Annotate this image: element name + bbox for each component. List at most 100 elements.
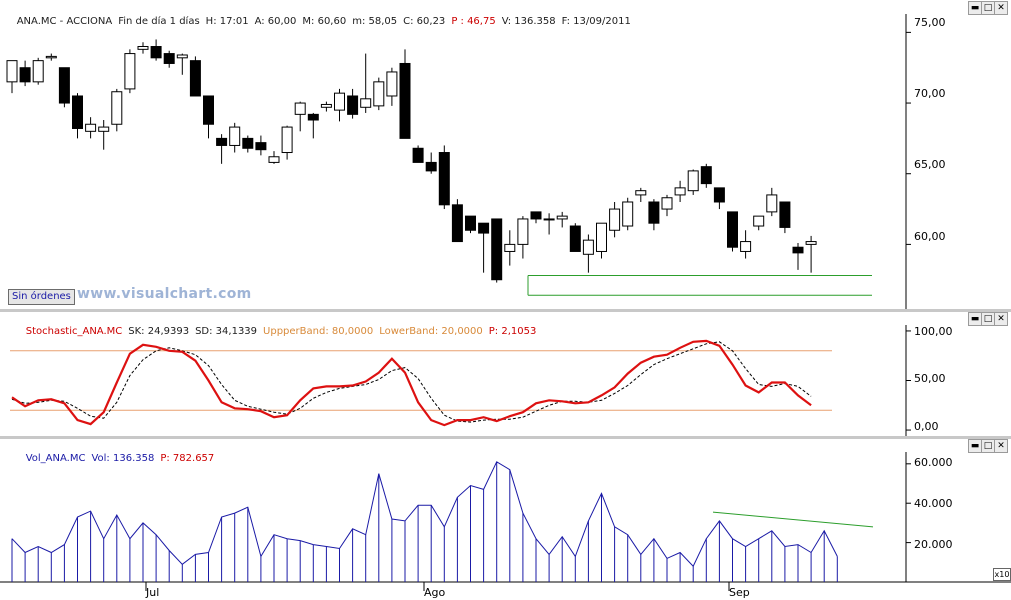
candle-body [124, 53, 136, 90]
candle-body [556, 215, 568, 220]
candle-body [635, 190, 647, 196]
candle-body [307, 113, 319, 121]
candle-body [609, 208, 621, 231]
stoch-maximize-button[interactable]: □ [981, 312, 995, 326]
candle-body [622, 201, 634, 227]
candle-body [6, 60, 18, 83]
price-ytick-label: 70,00 [914, 87, 946, 100]
candle-body [111, 91, 123, 125]
stoch-sd-line [11, 341, 812, 423]
stoch-sk-line [11, 339, 812, 427]
price-ytick-label: 75,00 [914, 16, 946, 29]
candle-body [517, 218, 529, 245]
candle-body [727, 211, 738, 248]
stoch-vol-divider[interactable] [0, 436, 1011, 439]
candle-body [255, 142, 267, 151]
candle-body [163, 53, 175, 64]
candle-body [753, 215, 765, 227]
vol-header: Vol_ANA.MC Vol: 136.358 P: 782.657 [13, 438, 220, 464]
candle-body [661, 197, 673, 210]
pct-label: P : 46,75 [451, 16, 496, 27]
stoch-sd: SD: 34,1339 [195, 326, 258, 337]
candle-body [805, 241, 817, 245]
stoch-ytick-label: 0,00 [914, 420, 939, 433]
volume-trend-line [712, 511, 874, 528]
candle-body [412, 147, 424, 163]
candle-body [779, 201, 791, 228]
price-stoch-divider[interactable] [0, 309, 1011, 312]
xaxis-label-ago: Ago [424, 586, 446, 599]
candle-body [294, 102, 306, 115]
stoch-p: P: 2,1053 [488, 326, 537, 337]
candle-body [465, 215, 476, 231]
candle-body [176, 54, 188, 59]
vol-p: P: 782.657 [160, 453, 215, 464]
candle-body [268, 156, 280, 163]
candle-body [596, 222, 607, 252]
stoch-ytick-label: 100,00 [914, 325, 953, 338]
volume-label: V: 136.358 [501, 16, 556, 27]
candle-body [58, 67, 70, 104]
candle-body [360, 98, 372, 108]
price-minimize-button[interactable]: ▬ [968, 1, 982, 15]
candle-body [399, 62, 411, 139]
volume-outline [11, 461, 838, 568]
candle-body [504, 243, 516, 252]
candle-body [150, 46, 162, 59]
low-label: m: 58,05 [352, 16, 398, 27]
candle-body [373, 81, 385, 107]
high-label: M: 60,60 [302, 16, 347, 27]
orders-button[interactable]: Sin órdenes [8, 289, 75, 305]
candle-body [478, 222, 490, 234]
stoch-close-button[interactable]: ✕ [994, 312, 1008, 326]
candle-body [216, 137, 228, 146]
hour-label: H: 17:01 [205, 16, 249, 27]
candle-body [713, 187, 725, 203]
vol-ytick-label: 60.000 [914, 456, 953, 469]
candle-body [451, 204, 463, 243]
stoch-sk: SK: 24,9393 [128, 326, 190, 337]
stoch-lower-band: LowerBand: 20,0000 [379, 326, 483, 337]
candle-body [189, 60, 201, 97]
stoch-name: Stochastic_ANA.MC [25, 326, 123, 337]
xaxis-label-sep: Sep [729, 586, 750, 599]
candle-body [137, 46, 149, 50]
stoch-minimize-button[interactable]: ▬ [968, 312, 982, 326]
vol-value: Vol: 136.358 [91, 453, 155, 464]
candle-body [425, 161, 437, 172]
candle-body [32, 60, 44, 83]
axes-ticks [145, 31, 911, 591]
price-maximize-button[interactable]: □ [981, 1, 995, 15]
vol-name: Vol_ANA.MC [25, 453, 86, 464]
date-label: F: 13/09/2011 [561, 16, 631, 27]
price-close-button[interactable]: ✕ [994, 1, 1008, 15]
candle-body [229, 126, 241, 146]
candle-body [386, 71, 398, 97]
open-label: A: 60,00 [254, 16, 297, 27]
stochastic-plot [10, 339, 832, 427]
candle-body [530, 211, 542, 220]
watermark: www.visualchart.com [77, 286, 252, 302]
candle-body [766, 194, 778, 213]
candle-body [792, 246, 804, 254]
stoch-ytick-label: 50,00 [914, 372, 946, 385]
price-ytick-label: 60,00 [914, 230, 946, 243]
vol-minimize-button[interactable]: ▬ [968, 439, 982, 453]
volume-plot [11, 461, 874, 582]
candle-body [45, 55, 57, 59]
candle-body [740, 241, 752, 252]
vol-close-button[interactable]: ✕ [994, 439, 1008, 453]
candle-body [72, 95, 83, 129]
candle-body [19, 67, 31, 83]
price-header: ANA.MC - ACCIONA Fin de día 1 días H: 17:0… [4, 1, 637, 27]
candle-body [491, 218, 503, 281]
stoch-upper-band: UppperBand: 80,0000 [263, 326, 374, 337]
candle-body [543, 218, 555, 221]
candle-body [438, 152, 450, 206]
price-ytick-label: 65,00 [914, 158, 946, 171]
vol-maximize-button[interactable]: □ [981, 439, 995, 453]
candle-body [203, 95, 214, 125]
